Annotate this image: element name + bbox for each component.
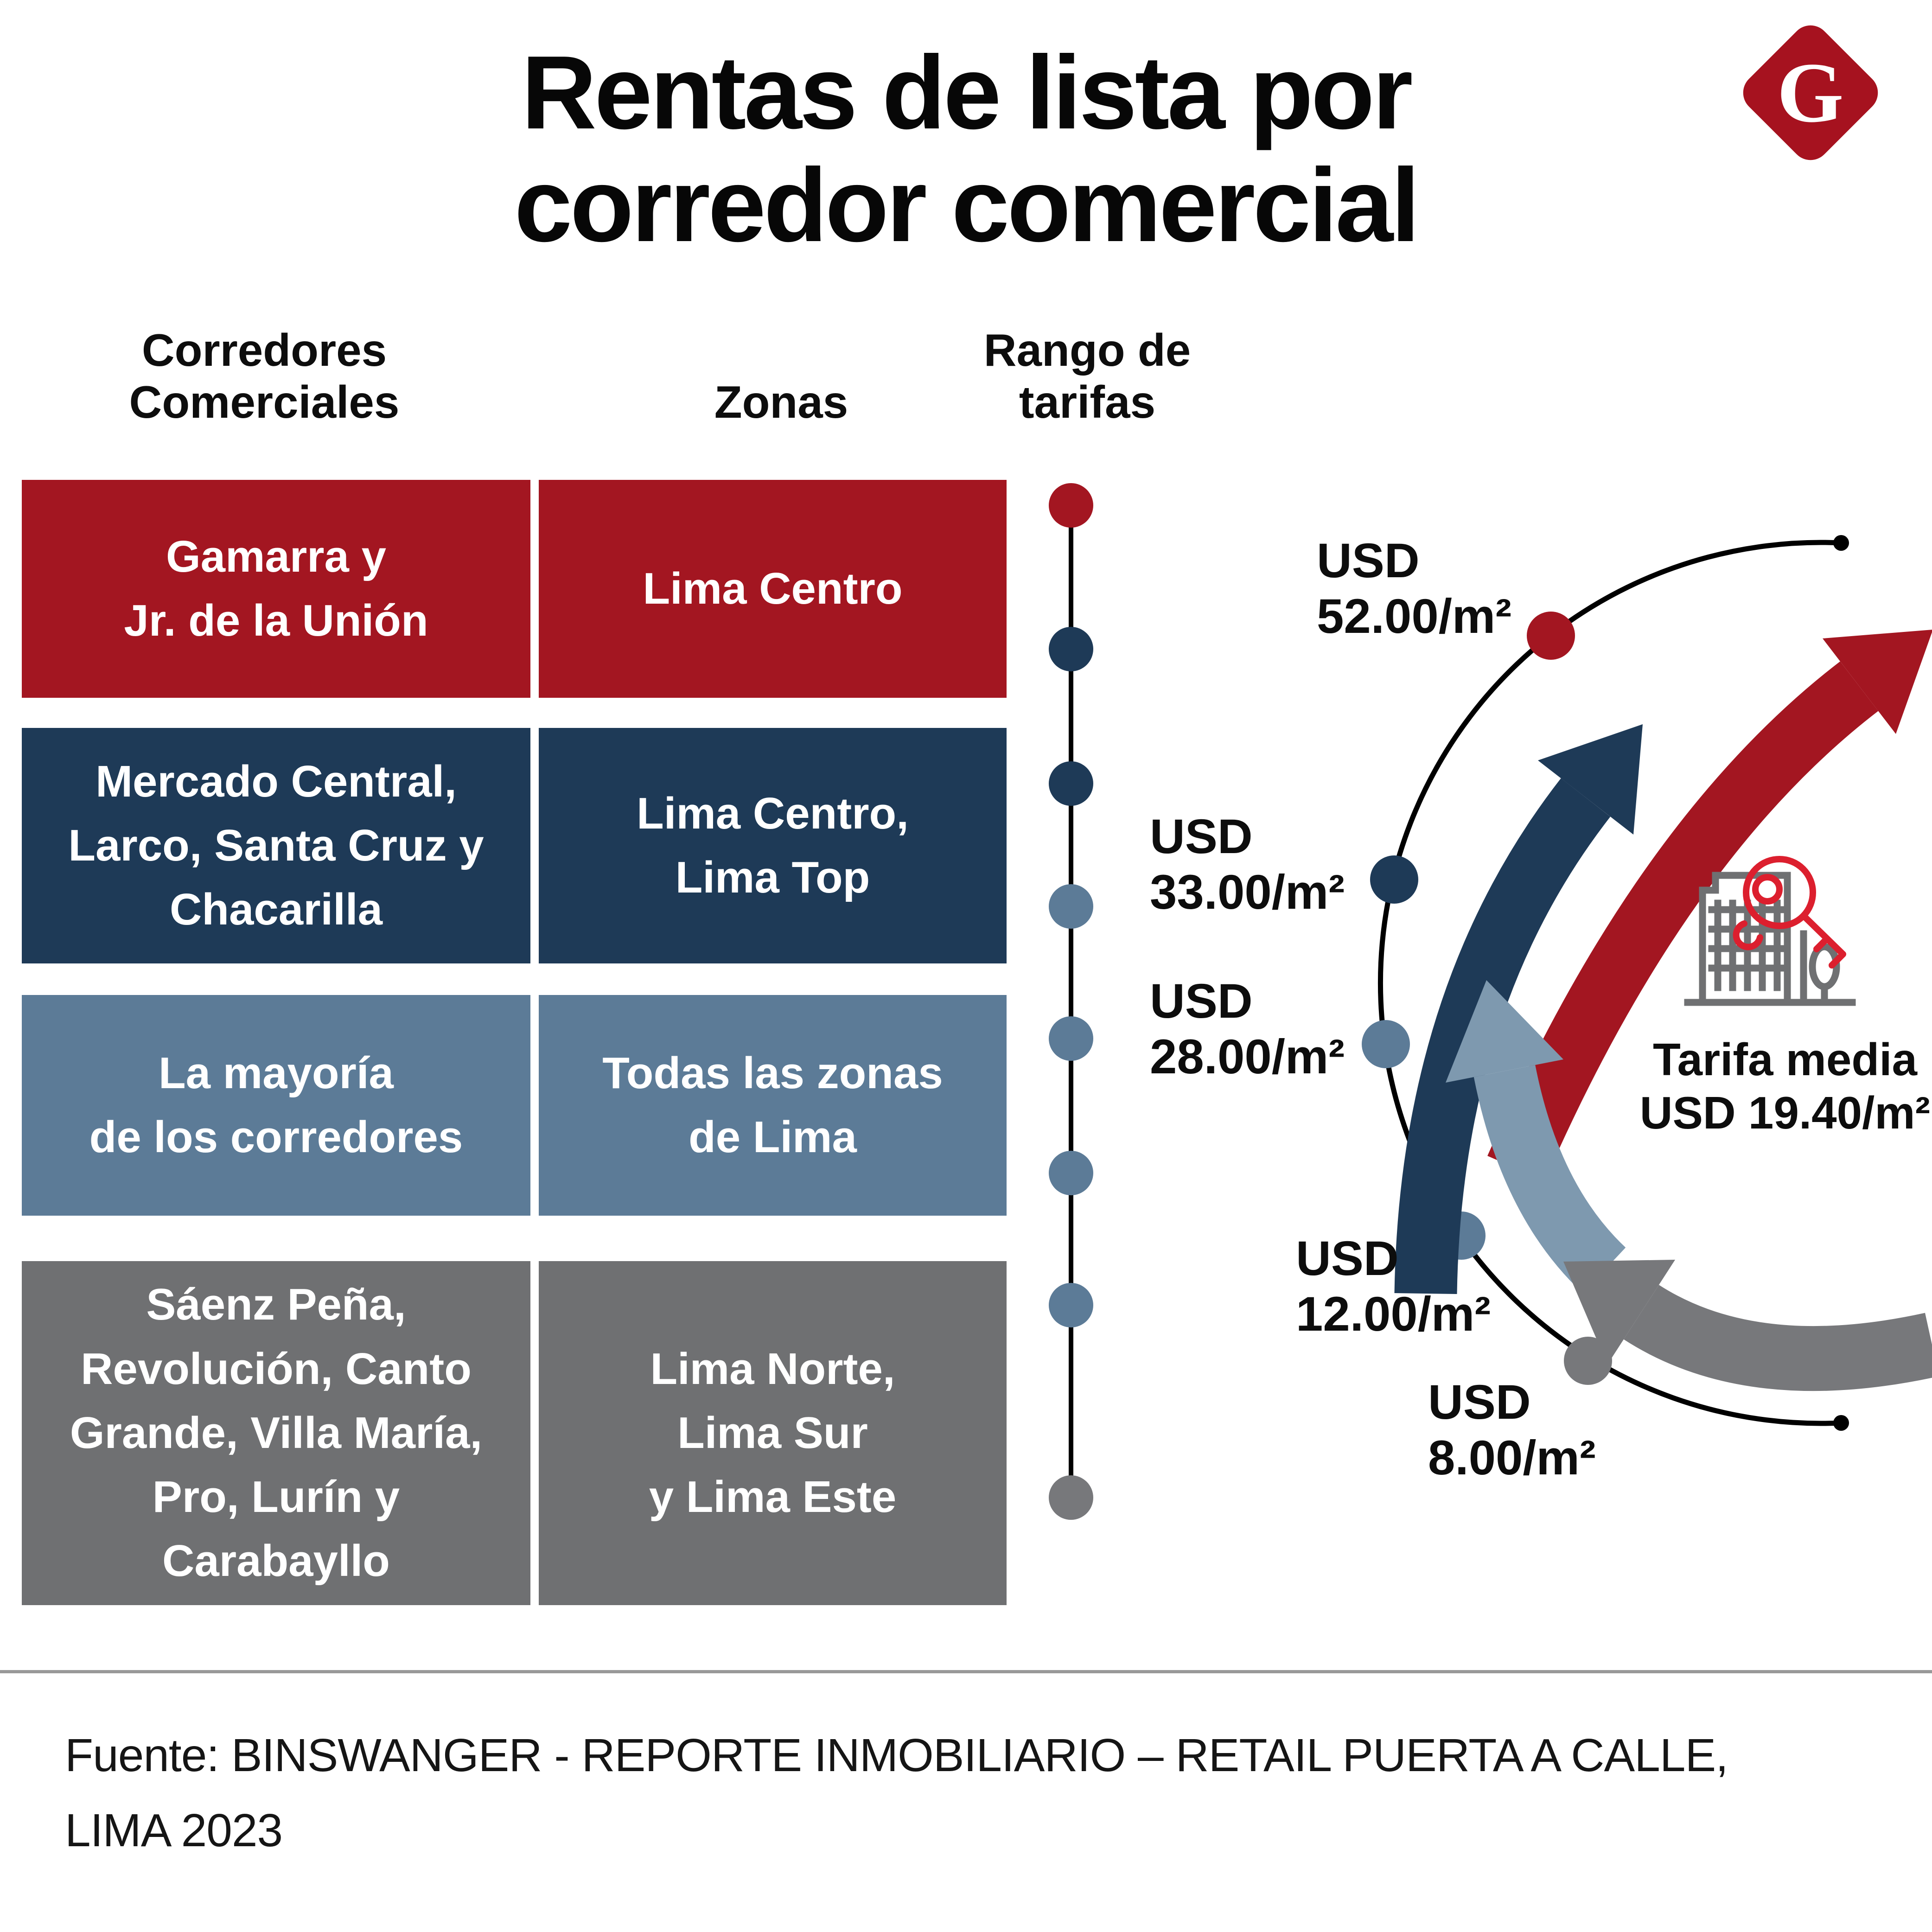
arc-dot-33 [1370, 855, 1418, 904]
zone-cell-lima-centro: Lima Centro [539, 480, 1007, 698]
footer-divider [0, 1670, 1932, 1673]
gray-arrow-head-icon [1563, 1260, 1675, 1365]
keys-icon [1733, 856, 1846, 969]
zone-cell-todas-zonas: Todas las zonas de Lima [539, 995, 1007, 1216]
track-dot [1049, 1283, 1093, 1327]
track-dot [1049, 1475, 1093, 1520]
track-dot [1049, 761, 1093, 806]
zone-cell-lima-centro-top: Lima Centro, Lima Top [539, 728, 1007, 963]
red-arrow-head-icon [1823, 630, 1932, 734]
column-header-zones: Zonas [714, 376, 848, 427]
column-header-rate-range: Rango de tarifas [983, 325, 1191, 427]
column-header-corridors: Corredores Comerciales [129, 325, 400, 427]
arc-dot-52 [1527, 612, 1575, 660]
navy-arrow-head-icon [1538, 724, 1643, 835]
track-dot [1049, 627, 1093, 671]
zone-cell-lima-norte-sur-este: Lima Norte, Lima Sur y Lima Este [539, 1261, 1007, 1605]
arc-dot-28 [1362, 1020, 1410, 1068]
red-arrow-band [1487, 661, 1879, 1181]
track-dot [1049, 884, 1093, 929]
price-label-28: USD 28.00/m² [1150, 974, 1345, 1084]
arc-endpoint-dot [1833, 535, 1849, 551]
corridor-cell-mercado-central: Mercado Central, Larco, Santa Cruz y Cha… [22, 728, 530, 963]
navy-arrow-band [1394, 778, 1611, 1294]
page-title: Rentas de lista por corredor comercial [514, 34, 1420, 263]
gray-arrow-band [1624, 1284, 1932, 1391]
rate-arc [1377, 540, 1842, 1426]
arc-dot-8 [1564, 1337, 1612, 1385]
price-label-33: USD 33.00/m² [1150, 810, 1345, 919]
corridor-cell-gamarra: Gamarra y Jr. de la Unión [22, 480, 530, 698]
track-dot [1049, 1016, 1093, 1061]
price-label-8: USD 8.00/m² [1428, 1375, 1596, 1485]
arc-endpoint-dot [1833, 1415, 1849, 1431]
average-rate-label: Tarifa media USD 19.40/m² [1639, 1034, 1931, 1138]
source-text: Fuente: BINSWANGER - REPORTE INMOBILIARI… [65, 1729, 1728, 1856]
slate-arrow-band [1473, 1065, 1626, 1294]
price-label-12: USD 12.00/m² [1296, 1231, 1491, 1341]
track-dot [1049, 483, 1093, 528]
corridor-cell-saenz-pena: Sáenz Peña, Revolución, Canto Grande, Vi… [22, 1261, 530, 1605]
corridor-cell-mayoria: La mayoría de los corredores [22, 995, 530, 1216]
track-dot [1049, 1151, 1093, 1195]
price-label-52: USD 52.00/m² [1317, 534, 1512, 644]
slate-arrow-head-icon [1446, 980, 1563, 1083]
